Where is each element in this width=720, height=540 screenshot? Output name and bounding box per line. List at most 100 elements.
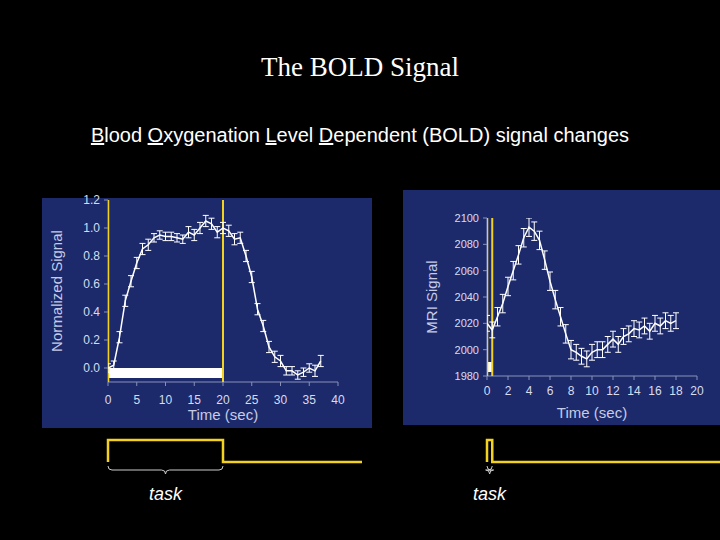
error-bar (266, 341, 272, 352)
x-tick-label: 30 (274, 393, 288, 407)
error-bar (111, 361, 117, 369)
x-tick-label: 14 (627, 384, 641, 398)
error-bar (579, 348, 585, 364)
y-tick-label: 2060 (455, 265, 479, 277)
error-bar (232, 234, 238, 245)
error-bar (636, 322, 642, 338)
y-tick (483, 323, 487, 324)
x-tick (613, 376, 614, 380)
error-bar (306, 364, 312, 372)
error-bar (197, 222, 203, 233)
error-bar (272, 351, 278, 362)
error-bar (312, 365, 318, 376)
y-tick (483, 218, 487, 219)
x-tick-label: 18 (669, 384, 683, 398)
error-bar (631, 321, 637, 337)
error-bar (594, 342, 600, 358)
x-tick (338, 382, 339, 386)
error-bar (243, 250, 249, 261)
error-bar (542, 251, 548, 269)
x-tick-label: 16 (648, 384, 662, 398)
error-bar (237, 232, 243, 243)
y-tick-label: 2040 (455, 291, 479, 303)
error-bar (260, 320, 266, 331)
line (487, 227, 676, 359)
x-tick (108, 382, 109, 386)
error-bar (652, 315, 658, 331)
x-tick (194, 382, 195, 386)
x-tick (592, 376, 593, 380)
error-bar (642, 318, 648, 334)
error-bar (605, 337, 611, 353)
error-bar (500, 294, 506, 312)
y-tick-label: 1980 (455, 370, 479, 382)
x-tick (165, 382, 166, 386)
y-tick-label: 0.0 (83, 361, 100, 375)
error-bar (140, 243, 146, 254)
stimulus (108, 200, 223, 382)
subtitle: Blood Oxygenation Level Dependent (BOLD)… (0, 124, 720, 147)
x-tick (251, 382, 252, 386)
error-bar (537, 231, 543, 249)
error-bar (163, 232, 169, 240)
stimulus-start (108, 200, 109, 382)
stimulus (487, 218, 492, 376)
x-tick-label: 6 (547, 384, 554, 398)
error-bar (495, 308, 501, 326)
error-bar (117, 332, 123, 343)
slide: The BOLD Signal Blood Oxygenation Level … (0, 0, 720, 540)
x-tick-label: 25 (245, 393, 259, 407)
y-tick (483, 376, 487, 377)
y-axis-label: MRI Signal (423, 260, 440, 333)
error-bar (673, 313, 679, 329)
error-bar (122, 295, 128, 306)
y-tick-label: 1.2 (83, 193, 100, 207)
error-bar (157, 231, 163, 239)
error-bar (568, 340, 574, 358)
y-axis (108, 200, 109, 382)
error-bar (547, 272, 553, 290)
x-tick-label: 8 (568, 384, 575, 398)
error-bar (180, 235, 186, 243)
x-tick (309, 382, 310, 386)
error-bar (108, 364, 111, 372)
panel (403, 190, 720, 425)
x-tick (508, 376, 509, 380)
error-bar (145, 239, 151, 250)
y-tick-label: 0.6 (83, 277, 100, 291)
y-tick-label: 1.0 (83, 221, 100, 235)
error-bar (558, 308, 564, 326)
x-axis-label: Time (sec) (188, 406, 258, 423)
y-tick (104, 340, 108, 341)
y-tick (104, 312, 108, 313)
x-tick-label: 15 (188, 393, 202, 407)
y-tick-label: 0.8 (83, 249, 100, 263)
x-tick-label: 5 (133, 393, 140, 407)
y-tick-label: 2000 (455, 344, 479, 356)
error-bar (128, 276, 134, 287)
x-axis-label: Time (sec) (557, 404, 627, 421)
title: The BOLD Signal (0, 52, 720, 83)
error-bar (668, 315, 674, 331)
x-tick-label: 35 (303, 393, 317, 407)
x-tick-label: 0 (484, 384, 491, 398)
error-bar (295, 371, 301, 379)
error-bar (283, 367, 289, 375)
x-tick-label: 10 (159, 393, 173, 407)
error-bar (510, 261, 516, 279)
error-bar (615, 337, 621, 353)
error-bar (214, 227, 220, 238)
error-bar (249, 271, 255, 282)
error-bar (203, 215, 209, 226)
error-bar (600, 342, 606, 358)
x-tick (529, 376, 530, 380)
error-bar (151, 234, 157, 242)
x-tick-label: 0 (105, 393, 112, 407)
error-bar (134, 257, 140, 268)
y-tick-label: 0.4 (83, 305, 100, 319)
y-tick-label: 0.2 (83, 333, 100, 347)
error-bar (186, 227, 192, 238)
x-tick-label: 20 (216, 393, 230, 407)
error-bar (318, 355, 324, 366)
y-tick (104, 228, 108, 229)
